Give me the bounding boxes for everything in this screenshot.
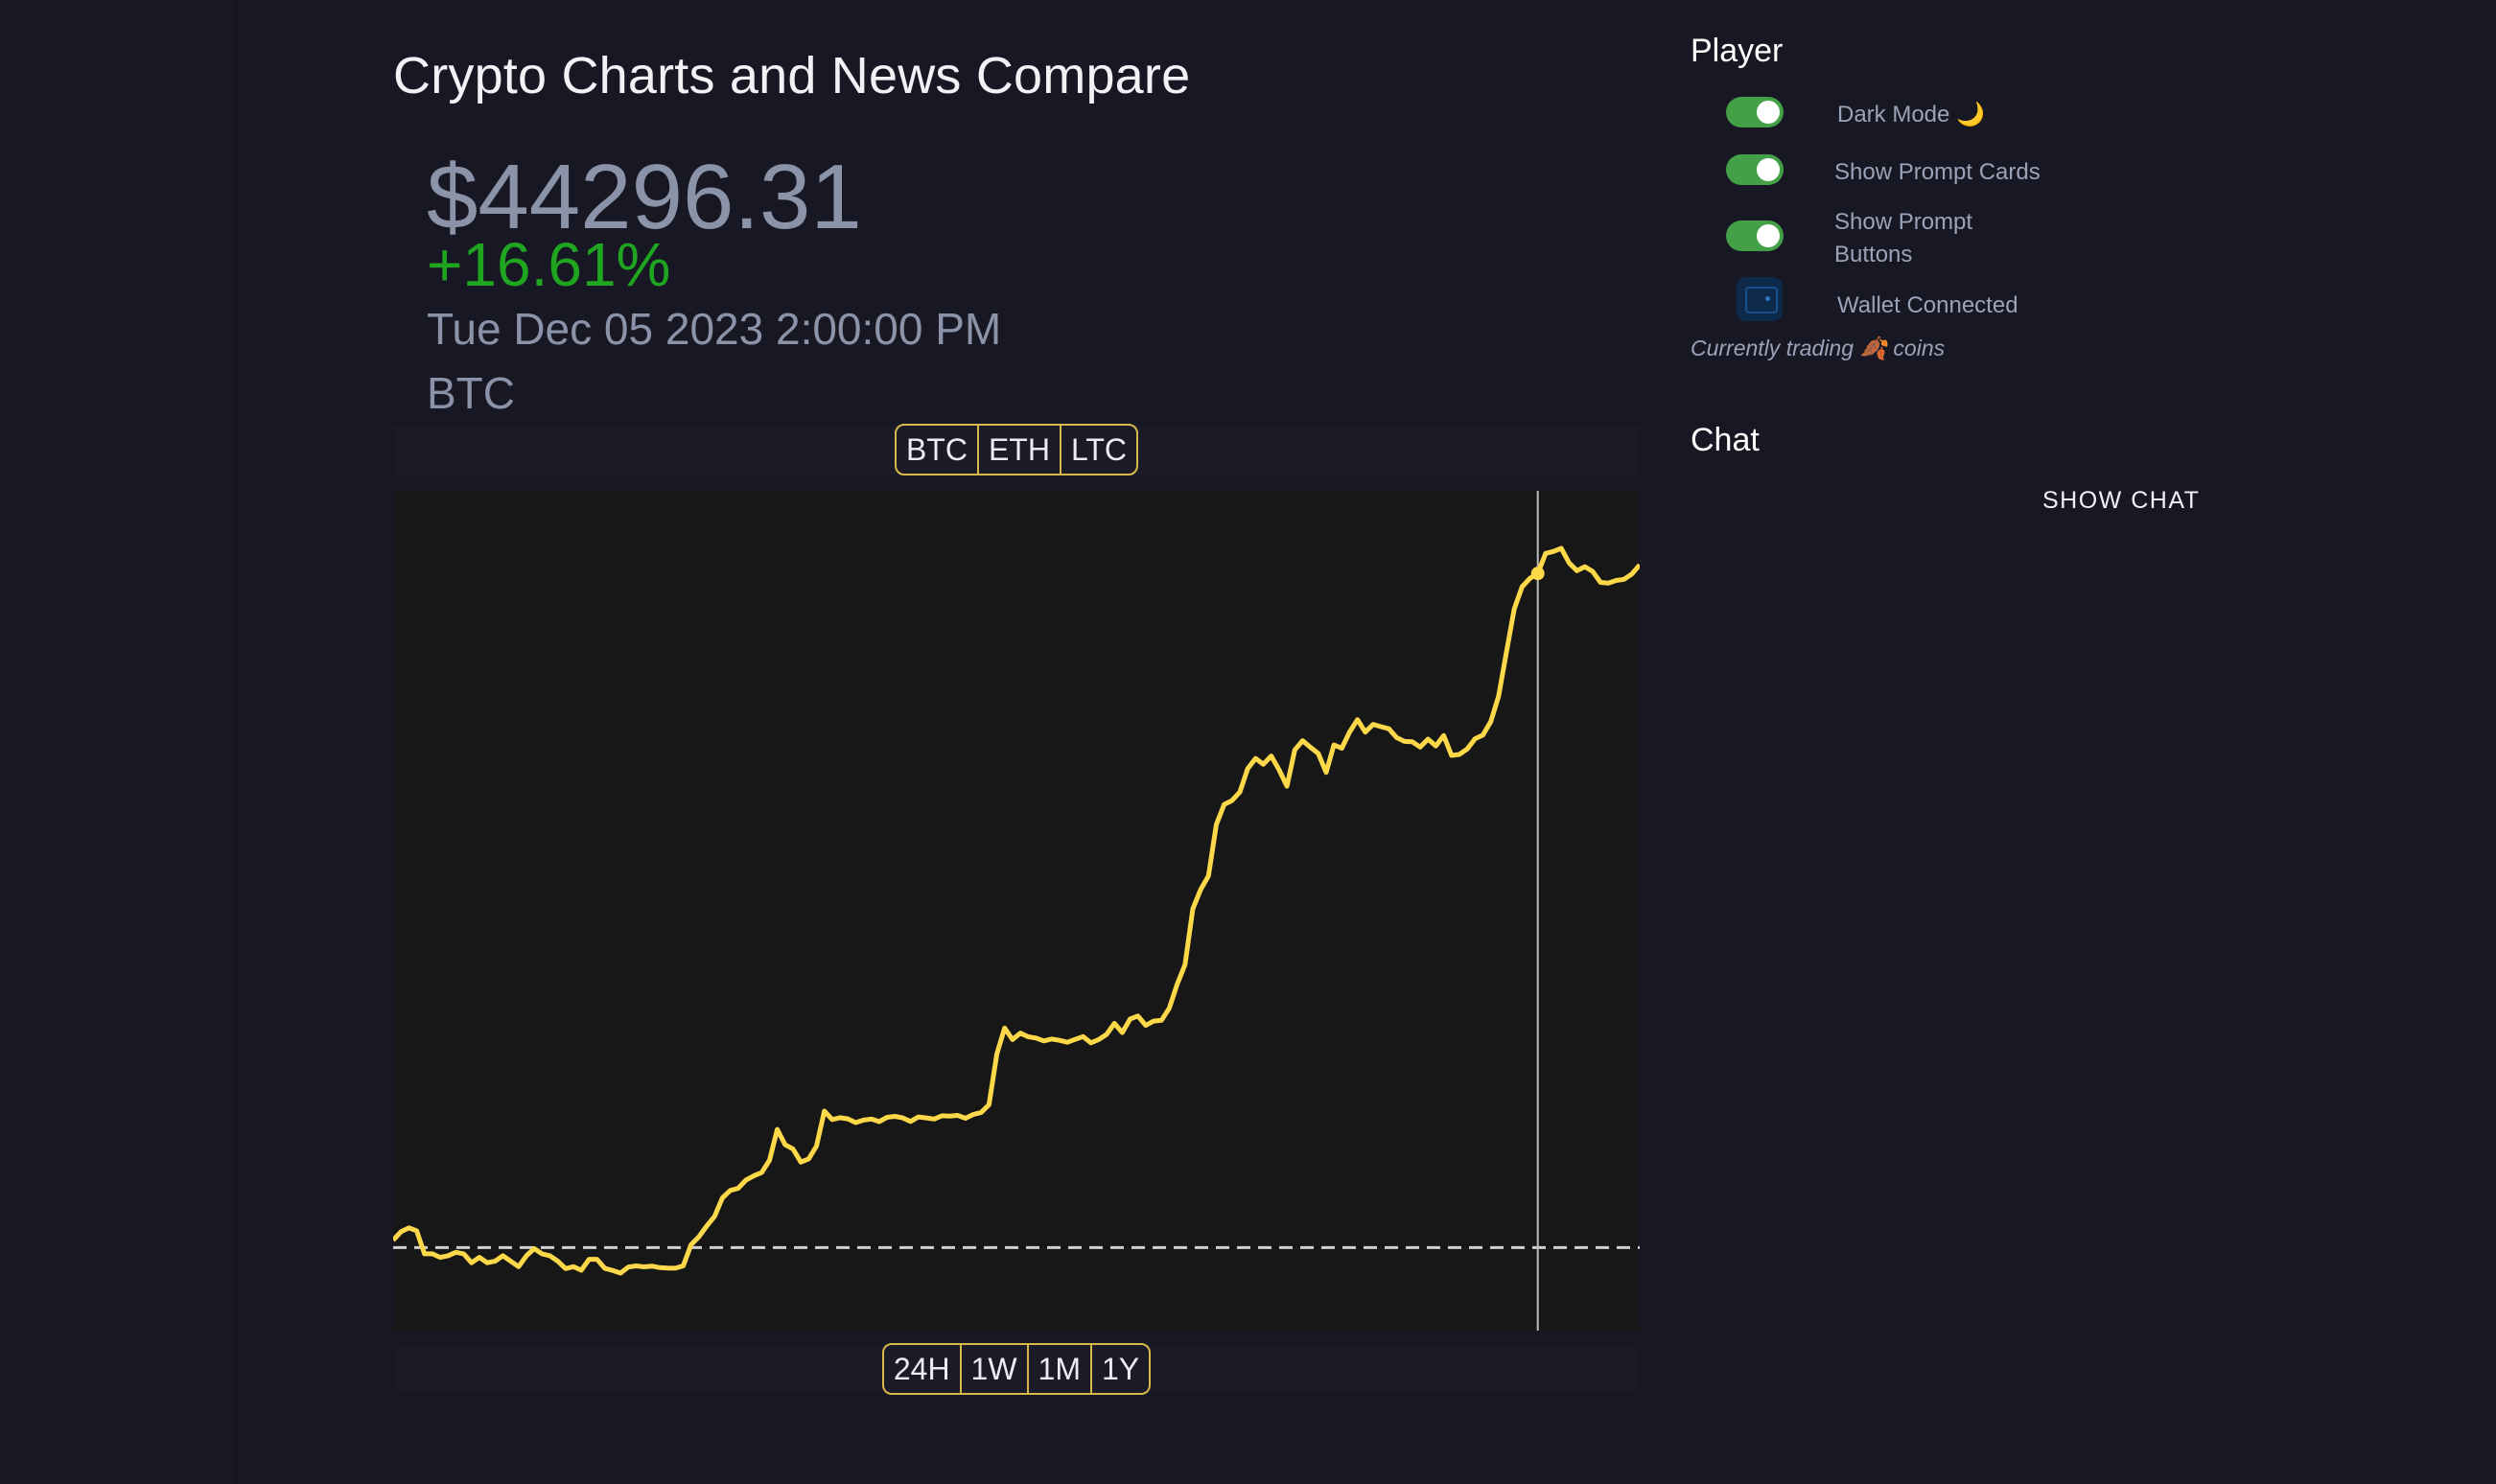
range-button-1m[interactable]: 1M <box>1026 1344 1090 1394</box>
range-button-1y[interactable]: 1Y <box>1090 1344 1149 1394</box>
toggle-knob <box>1757 101 1780 124</box>
dark-mode-toggle[interactable] <box>1726 97 1784 128</box>
coin-button-eth[interactable]: ETH <box>976 425 1060 475</box>
toggle-knob <box>1757 224 1780 247</box>
price-chart-svg <box>393 491 1640 1331</box>
show-prompt-buttons-label: Show Prompt Buttons <box>1834 209 1973 267</box>
coin-button-btc[interactable]: BTC <box>897 426 977 474</box>
price-change-percent: +16.61% <box>427 230 671 299</box>
price-chart[interactable] <box>393 491 1640 1331</box>
current-price: $44296.31 <box>427 146 862 248</box>
range-button-1w[interactable]: 1W <box>959 1344 1027 1394</box>
page-title: Crypto Charts and News Compare <box>393 47 1191 104</box>
price-series-line <box>393 545 1640 1276</box>
coin-symbol: BTC <box>427 368 515 418</box>
show-prompt-cards-label: Show Prompt Cards <box>1834 159 2041 185</box>
coin-button-ltc[interactable]: LTC <box>1059 425 1136 475</box>
toggle-knob <box>1757 158 1780 181</box>
range-selector: 24H 1W 1M 1Y <box>881 1342 1152 1396</box>
player-section-title: Player <box>1691 33 1784 69</box>
wallet-icon[interactable] <box>1737 277 1783 321</box>
range-selector-bar: 24H 1W 1M 1Y <box>393 1342 1640 1396</box>
page-edge-divider <box>236 0 238 1484</box>
show-prompt-buttons-toggle[interactable] <box>1726 220 1784 251</box>
wallet-connected-label: Wallet Connected <box>1837 292 2018 318</box>
price-timestamp: Tue Dec 05 2023 2:00:00 PM <box>427 304 1002 354</box>
chat-section-title: Chat <box>1691 422 1760 458</box>
range-button-24h[interactable]: 24H <box>884 1345 960 1393</box>
coin-selector: BTC ETH LTC <box>894 423 1139 476</box>
coin-selector-bar: BTC ETH LTC <box>393 423 1640 476</box>
trading-note: Currently trading 🍂 coins <box>1691 336 1946 360</box>
dark-mode-label: Dark Mode 🌙 <box>1837 102 1985 128</box>
hover-point <box>1530 567 1545 581</box>
show-chat-button[interactable]: SHOW CHAT <box>2042 487 2201 514</box>
show-prompt-cards-toggle[interactable] <box>1726 154 1784 185</box>
